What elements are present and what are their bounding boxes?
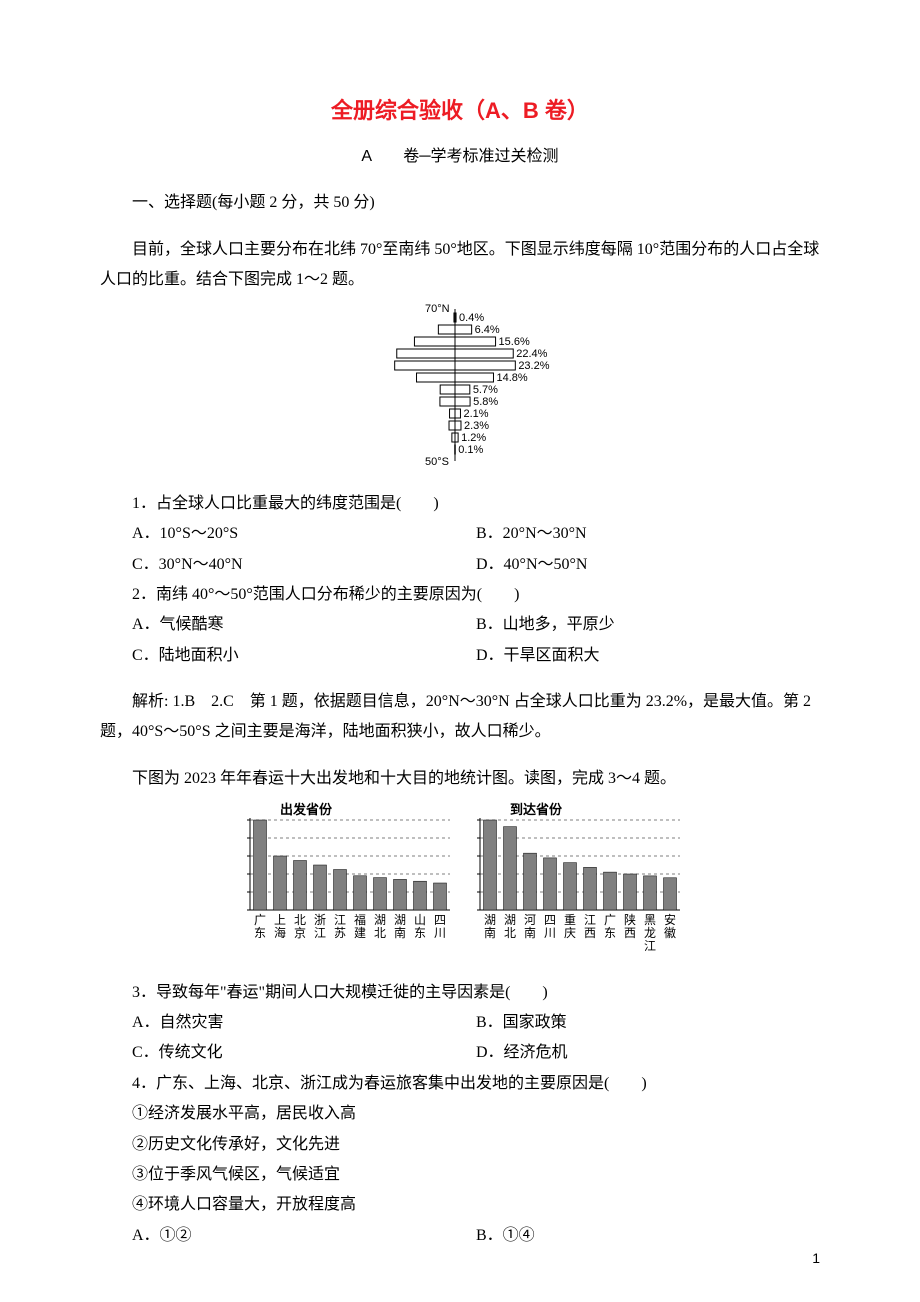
svg-text:湖: 湖	[394, 912, 406, 927]
svg-text:到达省份: 到达省份	[510, 802, 563, 817]
svg-text:东: 东	[254, 926, 266, 940]
svg-text:北: 北	[504, 926, 516, 940]
svg-text:0.1%: 0.1%	[458, 444, 483, 456]
svg-text:陕: 陕	[624, 912, 636, 927]
svg-text:河: 河	[524, 913, 536, 927]
spring-festival-svg: 出发省份到达省份广东上海北京浙江江苏福建湖北湖南山东四川湖南湖北河南四川重庆江西…	[230, 800, 690, 960]
svg-text:22.4%: 22.4%	[516, 348, 547, 360]
svg-text:东: 东	[414, 926, 426, 940]
svg-text:6.4%: 6.4%	[475, 324, 500, 336]
svg-text:苏: 苏	[334, 926, 346, 940]
svg-text:四: 四	[434, 913, 446, 927]
svg-text:广: 广	[604, 913, 616, 927]
page-subtitle: A 卷─学考标准过关检测	[100, 142, 820, 172]
svg-text:江: 江	[334, 913, 346, 927]
svg-text:川: 川	[544, 926, 556, 940]
q4-sub2: ②历史文化传承好，文化先进	[100, 1130, 820, 1160]
q2-options-row2: C．陆地面积小 D．干旱区面积大	[100, 641, 820, 671]
answer-12: 解析: 1.B 2.C 第 1 题，依据题目信息，20°N～30°N 占全球人口…	[100, 687, 820, 748]
q4-sub3: ③位于季风气候区，气候适宜	[100, 1160, 820, 1190]
q4-option-b: B．①④	[476, 1221, 820, 1251]
q2-option-c: C．陆地面积小	[132, 641, 476, 671]
svg-text:2.1%: 2.1%	[463, 408, 488, 420]
svg-text:海: 海	[274, 925, 286, 940]
svg-text:黑: 黑	[644, 913, 656, 927]
svg-text:浙: 浙	[314, 913, 326, 927]
section-heading: 一、选择题(每小题 2 分，共 50 分)	[100, 188, 820, 218]
svg-text:山: 山	[414, 913, 426, 927]
svg-text:湖: 湖	[374, 912, 386, 927]
svg-text:重: 重	[564, 913, 576, 927]
svg-text:安: 安	[664, 912, 676, 927]
svg-text:15.6%: 15.6%	[499, 336, 530, 348]
svg-text:京: 京	[294, 926, 306, 940]
q2-option-d: D．干旱区面积大	[476, 641, 820, 671]
svg-text:23.2%: 23.2%	[518, 360, 549, 372]
svg-text:50°S: 50°S	[425, 456, 449, 468]
svg-text:江: 江	[314, 926, 326, 940]
q1-option-a: A．10°S～20°S	[132, 519, 476, 549]
q1-option-c: C．30°N～40°N	[132, 550, 476, 580]
svg-text:江: 江	[584, 913, 596, 927]
svg-text:南: 南	[484, 925, 496, 940]
q1-option-b: B．20°N～30°N	[476, 519, 820, 549]
svg-text:川: 川	[434, 926, 446, 940]
q1-options-row1: A．10°S～20°S B．20°N～30°N	[100, 519, 820, 549]
q3-option-d: D．经济危机	[476, 1038, 820, 1068]
svg-text:广: 广	[254, 913, 266, 927]
svg-text:上: 上	[274, 913, 286, 927]
svg-text:出发省份: 出发省份	[280, 802, 333, 817]
spring-festival-chart: 出发省份到达省份广东上海北京浙江江苏福建湖北湖南山东四川湖南湖北河南四川重庆江西…	[100, 800, 820, 971]
svg-text:江: 江	[644, 939, 656, 953]
svg-text:东: 东	[604, 926, 616, 940]
q2-option-b: B．山地多，平原少	[476, 610, 820, 640]
q3-option-b: B．国家政策	[476, 1008, 820, 1038]
q3-option-c: C．传统文化	[132, 1038, 476, 1068]
population-pyramid-chart: 70°N 0.4%6.4%15.6%22.4%23.2%14.8%5.7%5.8%…	[100, 301, 820, 482]
svg-text:5.7%: 5.7%	[473, 384, 498, 396]
q4-option-a: A．①②	[132, 1221, 476, 1251]
q3-options-row1: A．自然灾害 B．国家政策	[100, 1008, 820, 1038]
svg-text:建: 建	[354, 926, 366, 940]
svg-text:南: 南	[524, 925, 536, 940]
svg-text:70°N: 70°N	[425, 303, 450, 315]
intro-paragraph-3: 下图为 2023 年年春运十大出发地和十大目的地统计图。读图，完成 3～4 题。	[100, 764, 820, 794]
page-number: 1	[812, 1245, 820, 1272]
q2-option-a: A．气候酷寒	[132, 610, 476, 640]
svg-text:南: 南	[394, 925, 406, 940]
page-title: 全册综合验收（A、B 卷）	[100, 90, 820, 132]
document-page: 全册综合验收（A、B 卷） A 卷─学考标准过关检测 一、选择题(每小题 2 分…	[0, 0, 920, 1302]
svg-text:1.2%: 1.2%	[461, 432, 486, 444]
svg-text:5.8%: 5.8%	[473, 396, 498, 408]
q4-stem: 4．广东、上海、北京、浙江成为春运旅客集中出发地的主要原因是( )	[100, 1069, 820, 1099]
svg-text:庆: 庆	[564, 926, 576, 940]
svg-text:西: 西	[584, 926, 596, 940]
svg-text:徽: 徽	[664, 925, 676, 940]
q2-options-row1: A．气候酷寒 B．山地多，平原少	[100, 610, 820, 640]
q4-options-row1: A．①② B．①④	[100, 1221, 820, 1251]
q3-stem: 3．导致每年"春运"期间人口大规模迁徙的主导因素是( )	[100, 978, 820, 1008]
svg-text:北: 北	[374, 926, 386, 940]
svg-text:西: 西	[624, 926, 636, 940]
svg-text:湖: 湖	[504, 912, 516, 927]
q1-stem: 1．占全球人口比重最大的纬度范围是( )	[100, 489, 820, 519]
svg-text:福: 福	[354, 912, 366, 927]
q1-option-d: D．40°N～50°N	[476, 550, 820, 580]
svg-text:龙: 龙	[644, 926, 656, 940]
q4-sub1: ①经济发展水平高，居民收入高	[100, 1099, 820, 1129]
population-pyramid-svg: 70°N 0.4%6.4%15.6%22.4%23.2%14.8%5.7%5.8%…	[305, 301, 615, 471]
svg-text:2.3%: 2.3%	[464, 420, 489, 432]
intro-paragraph-1: 目前，全球人口主要分布在北纬 70°至南纬 50°地区。下图显示纬度每隔 10°…	[100, 235, 820, 296]
svg-text:14.8%: 14.8%	[496, 372, 527, 384]
q3-options-row2: C．传统文化 D．经济危机	[100, 1038, 820, 1068]
q1-options-row2: C．30°N～40°N D．40°N～50°N	[100, 550, 820, 580]
q4-sub4: ④环境人口容量大，开放程度高	[100, 1190, 820, 1220]
svg-text:0.4%: 0.4%	[459, 312, 484, 324]
svg-text:湖: 湖	[484, 912, 496, 927]
q3-option-a: A．自然灾害	[132, 1008, 476, 1038]
svg-text:四: 四	[544, 913, 556, 927]
svg-text:北: 北	[294, 913, 306, 927]
q2-stem: 2．南纬 40°～50°范围人口分布稀少的主要原因为( )	[100, 580, 820, 610]
